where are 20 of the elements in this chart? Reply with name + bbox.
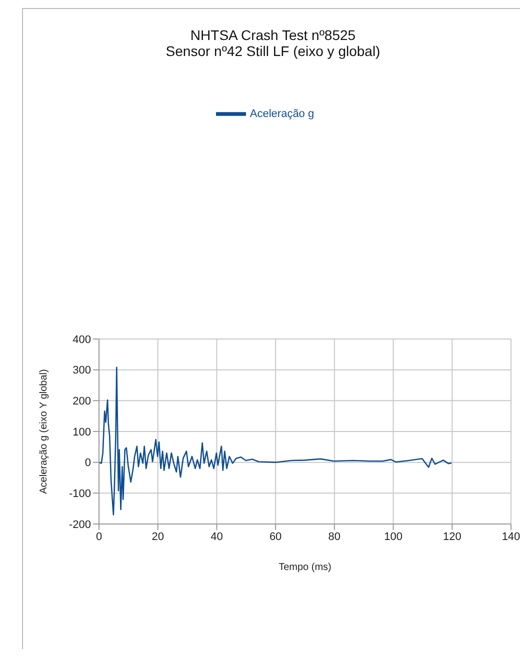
x-tick-label: 100 bbox=[384, 530, 402, 543]
x-tick-label: 80 bbox=[328, 530, 341, 543]
x-tick-label: 120 bbox=[442, 530, 462, 543]
y-tick-label: -100 bbox=[68, 488, 91, 500]
y-tick-label: 100 bbox=[72, 426, 91, 438]
x-tick-label: 40 bbox=[210, 530, 223, 543]
chart-title: NHTSA Crash Test nº8525 Sensor nº42 Still LF (eixo y global) bbox=[164, 27, 382, 59]
line-series bbox=[99, 366, 452, 516]
y-tick-label: -200 bbox=[68, 518, 91, 531]
y-tick-label: 400 bbox=[72, 334, 91, 346]
y-axis-title: Aceleração g (eixo Y global) bbox=[38, 369, 50, 494]
x-axis-title: Tempo (ms) bbox=[278, 562, 332, 573]
y-tick-label: 0 bbox=[84, 457, 91, 470]
legend-label: Aceleração g bbox=[250, 108, 314, 120]
x-tick-label: 140 bbox=[502, 530, 520, 543]
x-tick-label: 60 bbox=[269, 530, 282, 543]
y-tick-label: 200 bbox=[72, 396, 91, 408]
y-tick-label: 300 bbox=[72, 364, 91, 377]
x-tick-label: 20 bbox=[152, 530, 164, 543]
x-tick-label: 0 bbox=[96, 530, 102, 543]
